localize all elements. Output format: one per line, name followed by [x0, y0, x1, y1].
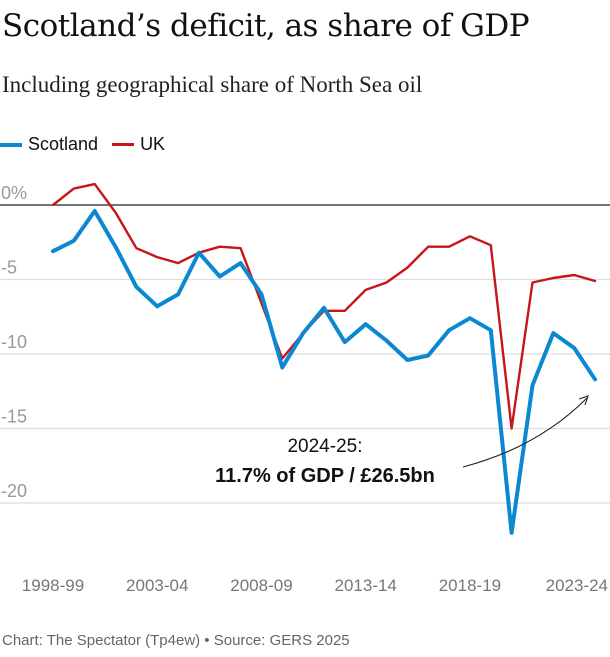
legend-swatch-uk	[112, 143, 135, 146]
annotation-arrow	[462, 397, 588, 468]
x-tick-label: 1998-99	[22, 576, 84, 595]
legend-item-scotland: Scotland	[0, 134, 98, 155]
y-tick-label: 0%	[1, 183, 27, 203]
legend: Scotland UK	[0, 134, 179, 155]
y-tick-label: -5	[1, 258, 17, 278]
x-tick-label: 2018-19	[439, 576, 501, 595]
source-footer: Chart: The Spectator (Tp4ew) • Source: G…	[2, 632, 350, 649]
x-tick-label: 2003-04	[126, 576, 188, 595]
y-tick-label: -10	[1, 332, 27, 352]
annotation-value: 11.7% of GDP / £26.5bn	[215, 465, 435, 487]
y-tick-label: -20	[1, 481, 27, 501]
x-tick-label: 2023-24	[546, 576, 608, 595]
chart-subtitle: Including geographical share of North Se…	[2, 72, 423, 97]
legend-swatch-scotland	[0, 142, 22, 147]
legend-item-uk: UK	[112, 134, 165, 155]
legend-label-scotland: Scotland	[28, 134, 99, 154]
y-tick-label: -15	[1, 407, 27, 427]
legend-label-uk: UK	[140, 134, 166, 154]
annotation-year: 2024-25:	[287, 436, 362, 457]
chart-title: Scotland’s deficit, as share of GDP	[2, 8, 530, 44]
arrowhead-icon	[578, 395, 589, 406]
x-tick-label: 2013-14	[334, 576, 396, 595]
x-tick-label: 2008-09	[230, 576, 292, 595]
